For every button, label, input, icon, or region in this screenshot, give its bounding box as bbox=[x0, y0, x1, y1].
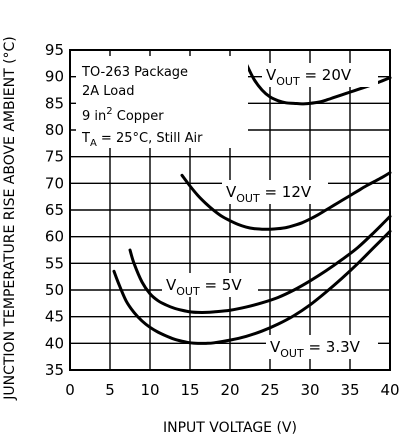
y-tick-labels: 35 40 45 50 55 60 65 70 75 80 85 90 95 bbox=[45, 41, 64, 379]
x-tick-labels: 0 5 10 15 20 25 30 35 40 bbox=[65, 381, 399, 399]
x-tick-label: 25 bbox=[260, 381, 279, 399]
y-tick-label: 75 bbox=[45, 148, 64, 166]
annotation-line: 2A Load bbox=[82, 84, 134, 99]
annotation-line: TO-263 Package bbox=[81, 65, 188, 80]
annotation-background bbox=[76, 56, 248, 148]
y-tick-label: 90 bbox=[45, 68, 64, 86]
y-tick-label: 55 bbox=[45, 254, 64, 272]
x-tick-label: 30 bbox=[300, 381, 319, 399]
y-tick-label: 50 bbox=[45, 281, 64, 299]
y-tick-label: 80 bbox=[45, 121, 64, 139]
annotation-line: 9 in2 Copper bbox=[82, 106, 164, 124]
conditions-annotation: TO-263 Package 2A Load 9 in2 Copper TA = 25… bbox=[76, 56, 248, 149]
x-tick-label: 10 bbox=[140, 381, 159, 399]
series-line bbox=[112, 229, 392, 345]
x-tick-label: 35 bbox=[340, 381, 359, 399]
x-tick-label: 20 bbox=[220, 381, 239, 399]
x-tick-label: 40 bbox=[380, 381, 399, 399]
y-tick-label: 70 bbox=[45, 174, 64, 192]
curve-label-background bbox=[162, 273, 258, 297]
curve-label-background bbox=[266, 335, 378, 359]
y-tick-label: 85 bbox=[45, 94, 64, 112]
y-tick-label: 40 bbox=[45, 334, 64, 352]
x-tick-label: 15 bbox=[180, 381, 199, 399]
x-axis-label: INPUT VOLTAGE (V) bbox=[163, 420, 297, 436]
y-tick-label: 95 bbox=[45, 41, 64, 59]
series-line bbox=[180, 171, 392, 231]
annotation-line: TA = 25°C, Still Air bbox=[81, 131, 203, 149]
y-tick-label: 65 bbox=[45, 201, 64, 219]
series-line bbox=[128, 214, 392, 314]
x-tick-label: 0 bbox=[65, 381, 75, 399]
y-tick-label: 35 bbox=[45, 361, 64, 379]
x-tick-label: 5 bbox=[105, 381, 115, 399]
y-tick-label: 45 bbox=[45, 308, 64, 326]
plot-frame bbox=[69, 49, 391, 371]
y-axis-label: JUNCTION TEMPERATURE RISE ABOVE AMBIENT … bbox=[2, 36, 18, 401]
curve-label-background bbox=[262, 63, 378, 87]
y-tick-label: 60 bbox=[45, 228, 64, 246]
curve-label-background bbox=[222, 180, 328, 204]
